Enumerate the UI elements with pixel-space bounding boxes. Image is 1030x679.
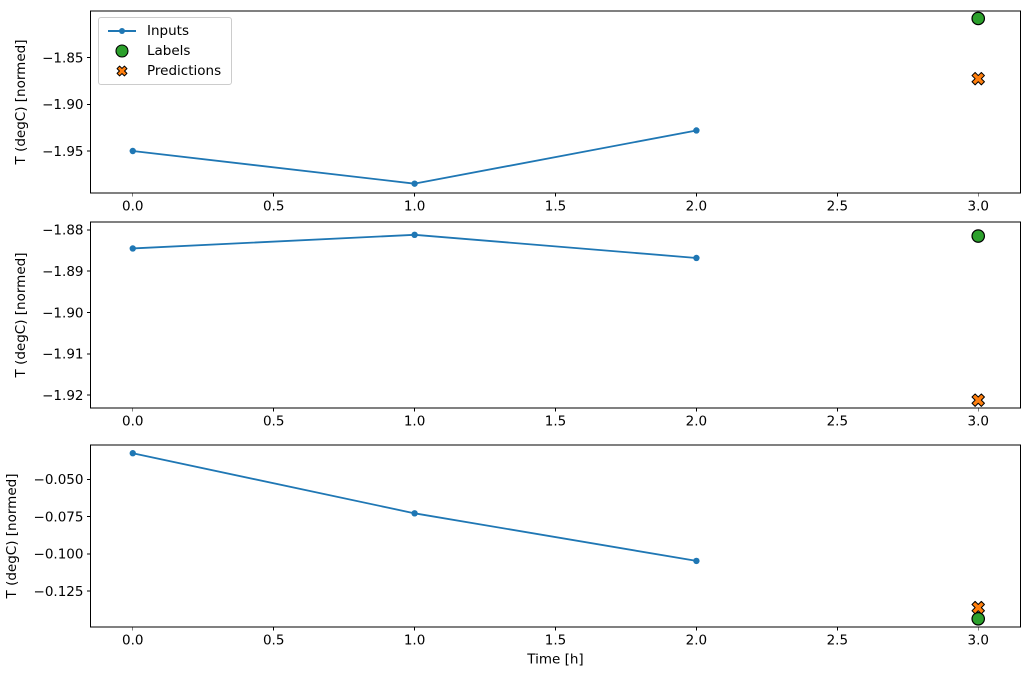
- legend-item-predictions: Predictions: [106, 63, 221, 79]
- x-tick-label: 1.5: [545, 199, 566, 215]
- plot-frame: [90, 444, 1021, 628]
- subplot-3: 0.0 0.5 1.0 1.5 2.0 2.5 3.0 −0.050 −0.075 −0.100 −…: [4, 444, 1021, 668]
- legend-line-dot: [119, 28, 125, 34]
- inputs-line: [132, 129, 697, 185]
- inputs-line-marker-icon: [108, 28, 136, 34]
- y-tick-label: −1.91: [42, 347, 83, 363]
- inputs-point: [693, 254, 700, 262]
- x-tick-label: 2.0: [686, 199, 707, 215]
- predictions-point: [971, 600, 985, 615]
- x-tick-label: 1.0: [404, 633, 425, 649]
- y-axis-label: T (degC) [normed]: [13, 253, 29, 379]
- legend-label-labels: Labels: [147, 43, 191, 59]
- legend-label-predictions: Predictions: [147, 63, 222, 79]
- predictions-point: [971, 393, 985, 407]
- x-tick-label: 0.5: [263, 199, 284, 215]
- y-tick-label: −0.075: [34, 509, 84, 525]
- labels-point: [971, 229, 986, 243]
- x-tick-label: 3.0: [967, 633, 988, 649]
- labels-circle-marker-icon: [115, 44, 129, 58]
- x-axis-label: Time [h]: [526, 652, 583, 668]
- legend-label-inputs: Inputs: [147, 23, 189, 39]
- legend-x: [116, 65, 128, 77]
- y-tick-label: −1.89: [42, 264, 83, 280]
- inputs-point: [129, 147, 136, 155]
- y-tick-label: −0.050: [34, 472, 84, 488]
- plot-frame: [90, 221, 1021, 409]
- x-tick-label: 1.0: [404, 414, 425, 430]
- x-tick-label: 3.0: [967, 414, 988, 430]
- x-tick-label: 0.0: [122, 414, 143, 430]
- y-axis-label: T (degC) [normed]: [13, 40, 29, 166]
- x-tick-label: 0.5: [263, 633, 284, 649]
- predictions-point: [971, 71, 985, 86]
- legend-item-labels: Labels: [106, 43, 221, 59]
- y-tick-label: −1.88: [42, 223, 83, 239]
- inputs-point: [129, 450, 136, 457]
- inputs-point: [411, 180, 418, 187]
- predictions-x-marker-icon: [116, 65, 128, 77]
- legend-item-inputs: Inputs: [106, 23, 221, 39]
- y-tick-label: −1.90: [42, 305, 83, 321]
- x-tick-label: 1.5: [545, 414, 566, 430]
- y-tick-label: −1.92: [42, 388, 83, 404]
- y-tick-label: −1.85: [42, 50, 83, 66]
- x-tick-label: 0.5: [263, 414, 284, 430]
- y-tick-label: −1.95: [42, 144, 83, 160]
- y-tick-label: −0.125: [34, 584, 84, 600]
- labels-point: [971, 611, 986, 626]
- labels-point: [971, 11, 986, 26]
- inputs-point: [693, 127, 700, 134]
- inputs-point: [411, 231, 418, 239]
- x-tick-label: 2.0: [686, 414, 707, 430]
- x-tick-label: 1.5: [545, 633, 566, 649]
- x-tick-label: 2.5: [827, 633, 848, 649]
- subplot-1: 0.0 0.5 1.0 1.5 2.0 2.5 3.0 −1.85 −1.90 −1.95 T (d…: [13, 10, 1021, 215]
- inputs-point: [693, 557, 700, 565]
- legend-circle: [115, 44, 129, 58]
- inputs-line: [132, 452, 697, 562]
- x-tick-label: 2.0: [686, 633, 707, 649]
- x-tick-label: 2.5: [827, 414, 848, 430]
- y-tick-label: −1.90: [42, 97, 83, 113]
- inputs-point: [129, 245, 136, 252]
- y-axis-label: T (degC) [normed]: [4, 474, 20, 600]
- inputs-point: [411, 510, 418, 517]
- legend: Inputs Labels Predictions: [98, 17, 233, 85]
- x-tick-label: 1.0: [404, 199, 425, 215]
- x-tick-label: 3.0: [967, 199, 988, 215]
- inputs-line: [132, 233, 697, 259]
- x-tick-label: 0.0: [122, 199, 143, 215]
- x-tick-label: 2.5: [827, 199, 848, 215]
- x-tick-label: 0.0: [122, 633, 143, 649]
- subplot-2: 0.0 0.5 1.0 1.5 2.0 2.5 3.0 −1.88 −1.89 −1.90 −1.9…: [13, 221, 1021, 430]
- y-tick-label: −0.100: [34, 547, 84, 563]
